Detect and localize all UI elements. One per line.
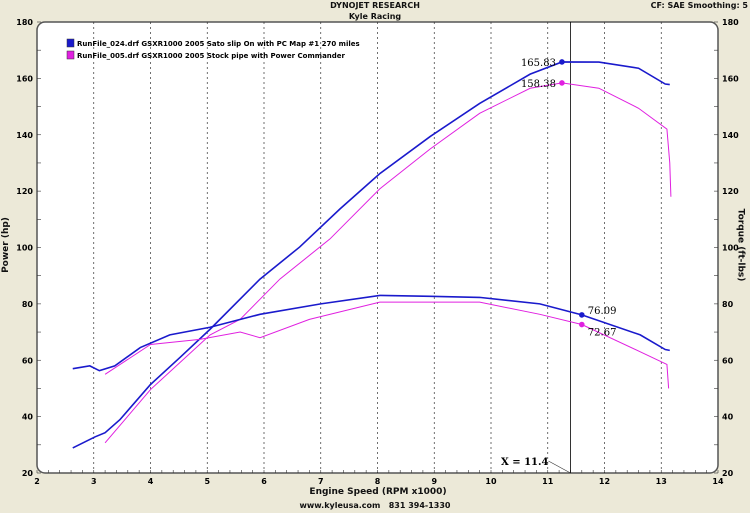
cursor-label: X = 11.4 [501, 457, 548, 468]
y-tick-label: 160 [16, 74, 33, 83]
y-tick-label: 80 [22, 300, 34, 309]
series-line-power-stock [104, 82, 672, 444]
y-tick-label: 40 [22, 413, 34, 422]
chart-subtitle: Kyle Racing [348, 12, 402, 21]
series-line-torque-sato [72, 294, 670, 372]
legend-entry: RunFile_005.drf GSXR1000 2005 Stock pipe… [77, 52, 346, 60]
y2-tick-label: 160 [722, 74, 739, 83]
marker-label: 72.67 [588, 328, 617, 339]
y2-tick-label: 20 [722, 469, 734, 478]
x-tick-label: 10 [485, 477, 497, 486]
marker-label: 76.09 [588, 306, 617, 317]
series-line-power-sato [72, 61, 670, 449]
y2-tick-label: 80 [722, 300, 734, 309]
legend-swatch [66, 50, 75, 60]
x-tick-label: 13 [656, 477, 667, 486]
x-tick-label: 4 [148, 477, 154, 486]
data-marker [579, 321, 585, 328]
legend-swatch [66, 38, 75, 48]
x-axis-label: Engine Speed (RPM x1000) [309, 487, 447, 497]
y2-tick-label: 120 [722, 187, 739, 196]
x-tick-label: 9 [431, 477, 437, 486]
y-tick-label: 20 [22, 469, 34, 478]
y2-tick-label: 60 [722, 356, 734, 365]
marker-label: 158.38 [521, 79, 556, 90]
y2-tick-label: 40 [722, 413, 734, 422]
footer-contact: www.kyleusa.com 831 394-1330 [299, 501, 451, 510]
y-tick-label: 140 [16, 131, 33, 140]
y-tick-label: 60 [22, 356, 34, 365]
x-tick-label: 8 [375, 477, 381, 486]
data-marker [559, 80, 565, 86]
settings-readout: CF: SAE Smoothing: 5 [650, 1, 748, 10]
series-line-torque-stock [104, 301, 670, 389]
y-tick-label: 120 [16, 187, 33, 196]
x-tick-label: 2 [34, 477, 40, 486]
cursor-leader [548, 460, 571, 474]
x-tick-label: 5 [204, 477, 210, 486]
x-tick-label: 12 [599, 477, 610, 486]
x-tick-label: 6 [261, 477, 267, 486]
y2-tick-label: 140 [722, 131, 739, 140]
legend-entry: RunFile_024.drf GSXR1000 2005 Sato slip … [77, 40, 360, 48]
chart-title: DYNOJET RESEARCH [330, 1, 420, 10]
marker-label: 165.83 [521, 58, 556, 69]
data-marker [579, 312, 585, 318]
x-tick-label: 7 [318, 477, 324, 486]
y-tick-label: 100 [16, 244, 33, 253]
y2-tick-label: 180 [722, 18, 739, 27]
y-tick-label: 180 [16, 18, 33, 27]
x-tick-label: 14 [712, 477, 724, 486]
y2-tick-label: 100 [722, 244, 739, 253]
x-tick-label: 3 [91, 477, 97, 486]
x-tick-label: 11 [542, 477, 554, 486]
data-marker [559, 59, 565, 65]
